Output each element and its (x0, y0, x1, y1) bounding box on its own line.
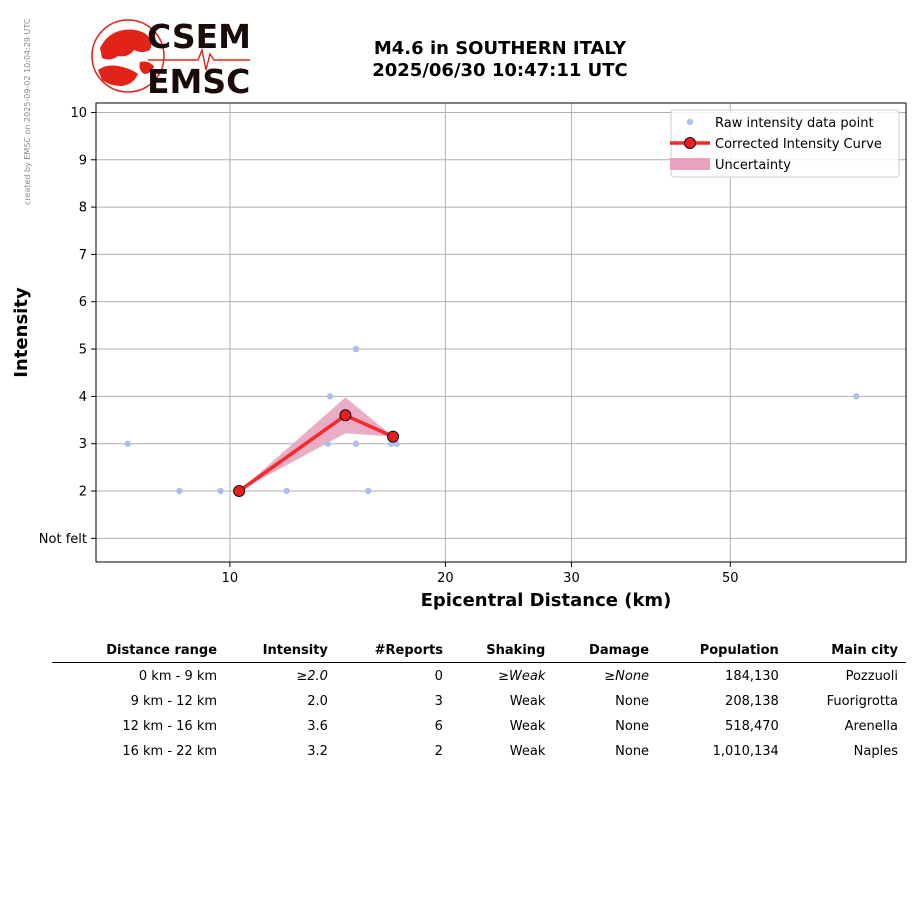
intensity-table: Distance range Intensity #Reports Shaking Da… (52, 641, 906, 763)
table-cell: 16 km - 22 km (122, 743, 218, 759)
raw-data-point (853, 393, 860, 400)
table-cell: 3.6 (307, 718, 328, 734)
table-row: 12 km - 16 km 3.6 6 Weak None 518,470 Arenella (52, 713, 906, 738)
raw-data-point (352, 345, 360, 353)
chart-title: M4.6 in SOUTHERN ITALY 2025/06/30 10:47:… (300, 38, 700, 82)
table-body: 0 km - 9 km ≥2.0 0 ≥Weak ≥None 184,130 Pozzuol… (52, 663, 906, 764)
y-tick-label: Not felt (39, 532, 87, 547)
y-tick-label: 10 (70, 106, 87, 121)
table-row: 0 km - 9 km ≥2.0 0 ≥Weak ≥None 184,130 Pozzuol… (52, 663, 906, 689)
table-header-cell: Population (657, 641, 787, 663)
table-cell: 208,138 (725, 693, 779, 709)
raw-data-point (364, 487, 372, 495)
legend: Raw intensity data point Corrected Intens… (670, 109, 900, 178)
y-tick-label: 7 (79, 248, 87, 263)
table-cell: ≥None (604, 668, 650, 684)
y-tick-label: 5 (79, 343, 87, 358)
y-tick-label: 4 (79, 390, 87, 405)
raw-data-point (176, 487, 183, 495)
table-header-cell: Damage (553, 641, 658, 663)
legend-uncertainty-patch (670, 158, 710, 170)
table-cell: 3 (434, 693, 443, 709)
table-cell: ≥2.0 (296, 668, 328, 684)
table-header-cell: Main city (786, 641, 906, 663)
y-tick-label: 3 (79, 437, 87, 452)
table-cell: ≥Weak (498, 668, 546, 684)
csem-emsc-logo: CSEM EMSC (91, 18, 251, 100)
table-cell: 3.2 (307, 743, 328, 759)
table-cell: Pozzuoli (845, 668, 898, 684)
legend-label: Raw intensity data point (715, 116, 874, 131)
legend-curve-marker (684, 137, 696, 149)
raw-data-point (283, 487, 290, 495)
x-tick-label: 10 (222, 571, 239, 586)
y-tick-label: 6 (79, 295, 87, 310)
intensity-chart: Not felt 2 3 4 5 6 7 8 9 10 10 20 30 50 Epicentral Dis… (11, 102, 907, 611)
table-header-row: Distance range Intensity #Reports Shaking Da… (52, 641, 906, 663)
raw-data-point (124, 440, 131, 447)
y-tick-label: 9 (79, 153, 87, 168)
table-cell: 518,470 (725, 718, 779, 734)
title-event: M4.6 in SOUTHERN ITALY (373, 38, 627, 59)
table-header-cell: #Reports (335, 641, 451, 663)
table-header-cell: Distance range (52, 641, 226, 663)
table-cell: Weak (509, 693, 546, 709)
corrected-curve-marker (387, 430, 400, 443)
legend-raw-marker (686, 118, 694, 126)
x-axis-label: Epicentral Distance (km) (421, 590, 672, 611)
x-tick-label: 30 (563, 571, 580, 586)
x-tick-label: 50 (722, 571, 739, 586)
y-tick-label: 8 (79, 201, 87, 216)
table-cell: 12 km - 16 km (122, 718, 218, 734)
raw-data-point (217, 487, 224, 495)
globe-icon (91, 19, 165, 93)
table-cell: Weak (509, 743, 546, 759)
table-cell: Weak (509, 718, 546, 734)
table-cell: Fuorigrotta (826, 693, 898, 709)
table-cell: 1,010,134 (712, 743, 779, 759)
raw-data-point (326, 393, 334, 400)
logo-bottom-text: EMSC (147, 62, 250, 100)
legend-label: Uncertainty (715, 158, 791, 173)
title-datetime: 2025/06/30 10:47:11 UTC (372, 60, 628, 81)
y-tick-label: 2 (79, 485, 87, 500)
table-cell: 2.0 (307, 693, 328, 709)
raw-data-point (352, 440, 360, 447)
table-cell: 9 km - 12 km (130, 693, 218, 709)
logo-top-text: CSEM (147, 18, 251, 56)
y-axis-label: Intensity (11, 287, 32, 378)
corrected-curve-marker (339, 409, 352, 422)
raw-data-point (324, 440, 331, 447)
legend-label: Corrected Intensity Curve (715, 137, 882, 152)
table-cell: 2 (434, 743, 443, 759)
table-cell: 0 km - 9 km (138, 668, 218, 684)
table-cell: None (615, 693, 650, 709)
corrected-curve-marker (233, 485, 246, 498)
table-cell: 0 (434, 668, 443, 684)
table-header-cell: Shaking (450, 641, 554, 663)
table-cell: 6 (434, 718, 443, 734)
table-row: 16 km - 22 km 3.2 2 Weak None 1,010,134 Naples (52, 738, 906, 763)
table-header-cell: Intensity (225, 641, 336, 663)
table-cell: None (615, 718, 650, 734)
seismogram-line (148, 47, 250, 71)
table-cell: 184,130 (725, 668, 779, 684)
table-cell: Naples (853, 743, 898, 759)
table-row: 9 km - 12 km 2.0 3 Weak None 208,138 Fuorigrot… (52, 688, 906, 713)
x-tick-label: 20 (437, 571, 454, 586)
table-cell: Arenella (844, 718, 898, 734)
plot-frame (95, 102, 907, 563)
table-cell: None (615, 743, 650, 759)
